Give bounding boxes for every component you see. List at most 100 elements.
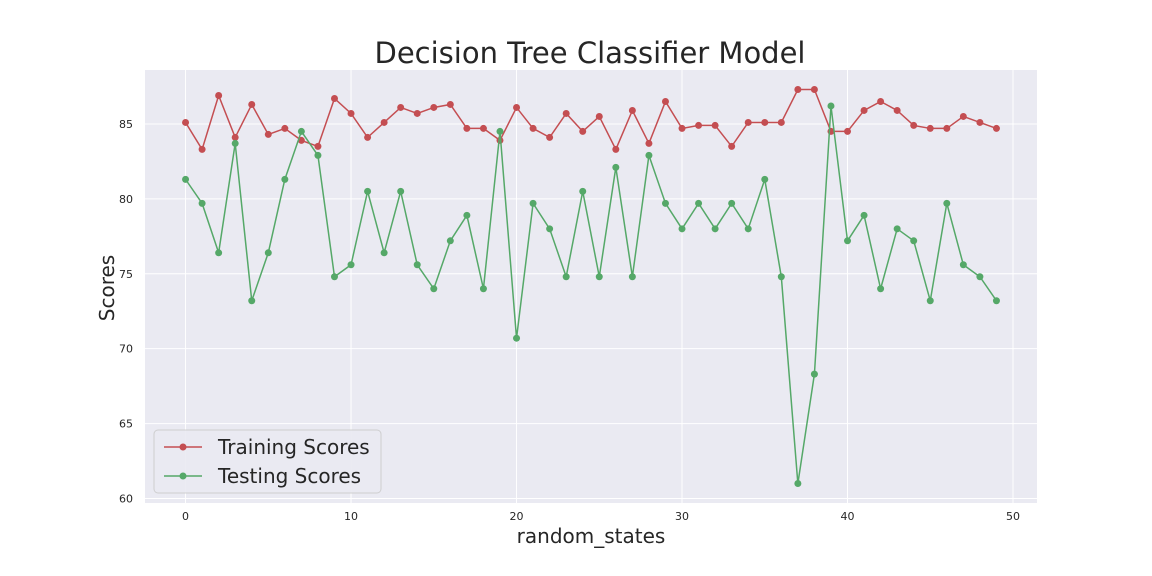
data-point <box>794 85 802 93</box>
legend-box <box>153 429 382 494</box>
data-point <box>198 199 206 207</box>
data-point <box>463 124 471 132</box>
data-point <box>860 211 868 219</box>
data-point <box>364 187 372 195</box>
data-point <box>364 133 372 141</box>
y-tick-label: 65 <box>119 418 133 431</box>
data-point <box>198 145 206 153</box>
data-point <box>248 100 256 108</box>
data-point <box>678 124 686 132</box>
data-point <box>314 151 322 159</box>
data-point <box>976 273 984 281</box>
data-point <box>976 118 984 126</box>
data-point <box>959 261 967 269</box>
x-tick-label: 0 <box>182 510 189 523</box>
data-point <box>215 91 223 99</box>
data-point <box>810 370 818 378</box>
data-point <box>281 175 289 183</box>
data-point <box>926 297 934 305</box>
y-tick-label: 85 <box>119 118 133 131</box>
data-point <box>761 175 769 183</box>
data-point <box>397 187 405 195</box>
data-point <box>877 285 885 293</box>
data-point <box>513 334 521 342</box>
data-point <box>695 199 703 207</box>
data-point <box>860 106 868 114</box>
data-point <box>529 124 537 132</box>
series-training-scores <box>182 85 1000 153</box>
data-point <box>479 285 487 293</box>
data-point <box>248 297 256 305</box>
data-point <box>992 124 1000 132</box>
data-point <box>794 480 802 488</box>
data-point <box>380 118 388 126</box>
data-point <box>231 133 239 141</box>
data-point <box>844 237 852 245</box>
data-point <box>678 225 686 233</box>
data-point <box>777 118 785 126</box>
y-tick-label: 75 <box>119 268 133 281</box>
x-tick-label: 10 <box>344 510 358 523</box>
data-point <box>347 261 355 269</box>
data-point <box>893 225 901 233</box>
data-point <box>943 199 951 207</box>
data-point <box>529 199 537 207</box>
data-point <box>397 103 405 111</box>
data-point <box>446 100 454 108</box>
data-point <box>744 225 752 233</box>
grid-lines <box>145 70 1037 503</box>
data-point <box>264 249 272 257</box>
data-point <box>877 97 885 105</box>
data-point <box>810 85 818 93</box>
data-point <box>744 118 752 126</box>
x-tick-label: 30 <box>675 510 689 523</box>
data-point <box>595 112 603 120</box>
data-point <box>695 121 703 129</box>
data-point <box>231 139 239 147</box>
tick-labels: 0 10 20 30 40 50 60 65 70 75 80 85 <box>119 118 1020 523</box>
data-point <box>562 273 570 281</box>
data-point <box>612 145 620 153</box>
data-point <box>430 103 438 111</box>
legend-marker <box>179 472 187 480</box>
data-point <box>645 139 653 147</box>
data-point <box>910 237 918 245</box>
data-point <box>992 297 1000 305</box>
data-point <box>182 175 190 183</box>
chart-title: Decision Tree Classifier Model <box>375 36 806 70</box>
data-point <box>215 249 223 257</box>
data-point <box>546 225 554 233</box>
data-point <box>628 106 636 114</box>
data-point <box>380 249 388 257</box>
data-point <box>595 273 603 281</box>
data-point <box>463 211 471 219</box>
data-point <box>546 133 554 141</box>
x-axis-label: random_states <box>517 524 666 548</box>
y-tick-label: 80 <box>119 193 133 206</box>
data-point <box>661 199 669 207</box>
data-point <box>281 124 289 132</box>
data-point <box>479 124 487 132</box>
x-tick-label: 20 <box>510 510 524 523</box>
data-point <box>628 273 636 281</box>
data-point <box>612 163 620 171</box>
legend-marker <box>179 443 187 451</box>
data-point <box>330 273 338 281</box>
data-point <box>446 237 454 245</box>
data-point <box>347 109 355 117</box>
data-point <box>728 142 736 150</box>
data-point <box>661 97 669 105</box>
x-tick-label: 50 <box>1006 510 1020 523</box>
legend-label: Testing Scores <box>217 464 361 488</box>
series-layer <box>182 85 1000 488</box>
data-point <box>562 109 570 117</box>
data-point <box>579 127 587 135</box>
series-line <box>184 105 998 484</box>
data-point <box>728 199 736 207</box>
data-point <box>579 187 587 195</box>
data-point <box>761 118 769 126</box>
legend-label: Training Scores <box>217 435 370 459</box>
data-point <box>264 130 272 138</box>
legend: Training Scores Testing Scores <box>153 429 382 494</box>
